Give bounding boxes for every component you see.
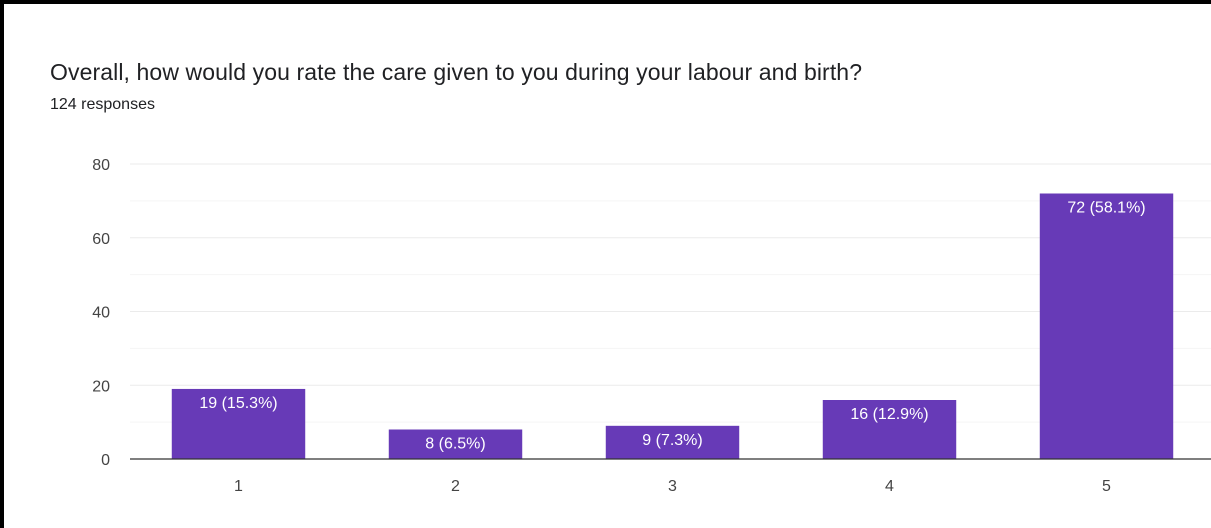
- bar-data-label: 16 (12.9%): [850, 406, 928, 423]
- x-tick-label: 1: [234, 478, 243, 495]
- bar-2[interactable]: [388, 429, 523, 460]
- response-count: 124 responses: [50, 96, 155, 113]
- bar-data-label: 72 (58.1%): [1067, 200, 1145, 217]
- y-tick-label: 40: [92, 305, 110, 322]
- x-tick-label: 3: [668, 478, 677, 495]
- bar-data-label: 19 (15.3%): [199, 395, 277, 412]
- bar-1[interactable]: [171, 388, 306, 459]
- y-tick-label: 60: [92, 231, 110, 248]
- bar-4[interactable]: [822, 400, 957, 459]
- y-tick-label: 0: [101, 452, 110, 469]
- x-tick-label: 4: [885, 478, 894, 495]
- bar-5[interactable]: [1039, 193, 1174, 460]
- bar-chart: 0 20 40 60 80 19 (15.3%) 1 8 (6.5%) 2 9 (7.3%) 3 16…: [92, 157, 1211, 495]
- bar-data-label: 8 (6.5%): [425, 436, 485, 453]
- y-tick-label: 80: [92, 157, 110, 174]
- bar-3[interactable]: [605, 425, 740, 459]
- x-tick-label: 5: [1102, 478, 1111, 495]
- question-title: Overall, how would you rate the care giv…: [50, 59, 863, 85]
- y-tick-label: 20: [92, 378, 110, 395]
- bar-data-label: 9 (7.3%): [642, 432, 702, 449]
- x-tick-label: 2: [451, 478, 460, 495]
